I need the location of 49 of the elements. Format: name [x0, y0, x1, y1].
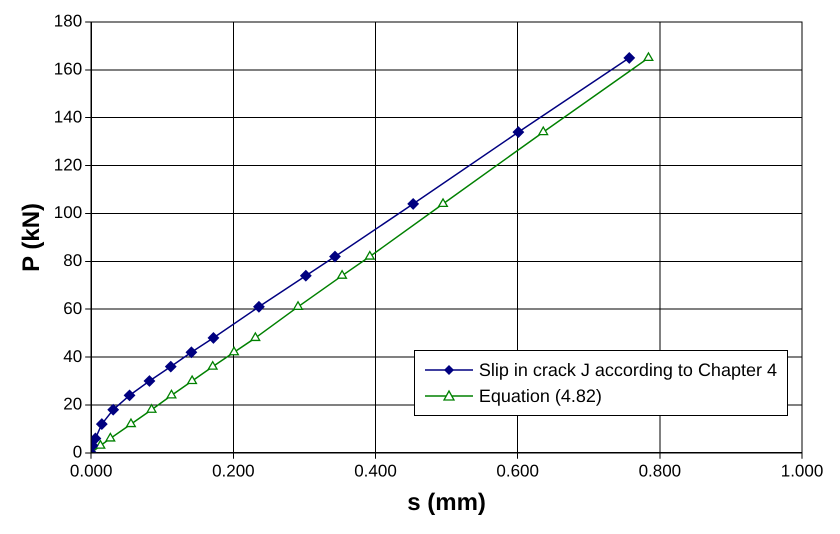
point: [105, 432, 116, 442]
point: [624, 52, 635, 64]
point: [144, 375, 156, 387]
y-tick-label: 80: [63, 251, 82, 270]
point: [146, 404, 157, 413]
point: [253, 301, 265, 312]
point: [91, 432, 102, 444]
legend-label: Equation (4.82): [478, 385, 602, 408]
x-axis-title: s (mm): [407, 489, 486, 516]
x-tick-label: 0.800: [638, 462, 682, 481]
y-tick-label: 0: [72, 442, 82, 462]
point: [96, 418, 108, 430]
point: [229, 346, 240, 356]
legend-label: Slip in crack J according to Chapter 4: [478, 359, 777, 382]
point: [293, 301, 303, 310]
point: [95, 440, 106, 449]
point: [329, 250, 341, 262]
point: [187, 375, 198, 384]
y-tick-label: 40: [63, 346, 82, 366]
point: [250, 332, 260, 342]
x-tick-label: 0.600: [496, 462, 539, 481]
point: [408, 198, 419, 210]
y-tick-label: 20: [63, 394, 82, 414]
y-tick-label: 100: [54, 203, 82, 222]
point: [208, 332, 220, 344]
point: [186, 346, 198, 358]
point: [438, 198, 448, 208]
y-tick-label: 180: [54, 12, 82, 31]
point: [126, 418, 136, 428]
y-tick-label: 60: [63, 298, 82, 318]
x-tick-label: 1.000: [780, 462, 824, 481]
y-tick-label: 120: [54, 155, 82, 174]
point: [108, 404, 119, 416]
point: [337, 270, 348, 279]
y-tick-label: 160: [54, 60, 82, 79]
point: [538, 126, 548, 136]
point: [165, 360, 176, 372]
point: [166, 390, 176, 399]
point: [300, 270, 312, 282]
point: [208, 360, 218, 370]
point: [124, 390, 136, 402]
point: [643, 52, 654, 62]
x-tick-label: 0.400: [354, 462, 397, 481]
x-tick-label: 0.000: [70, 462, 112, 481]
y-tick-label: 140: [54, 107, 82, 126]
point: [364, 250, 375, 260]
point: [512, 126, 524, 138]
y-axis-title: P (kN): [18, 202, 46, 272]
x-tick-label: 0.200: [212, 462, 255, 481]
